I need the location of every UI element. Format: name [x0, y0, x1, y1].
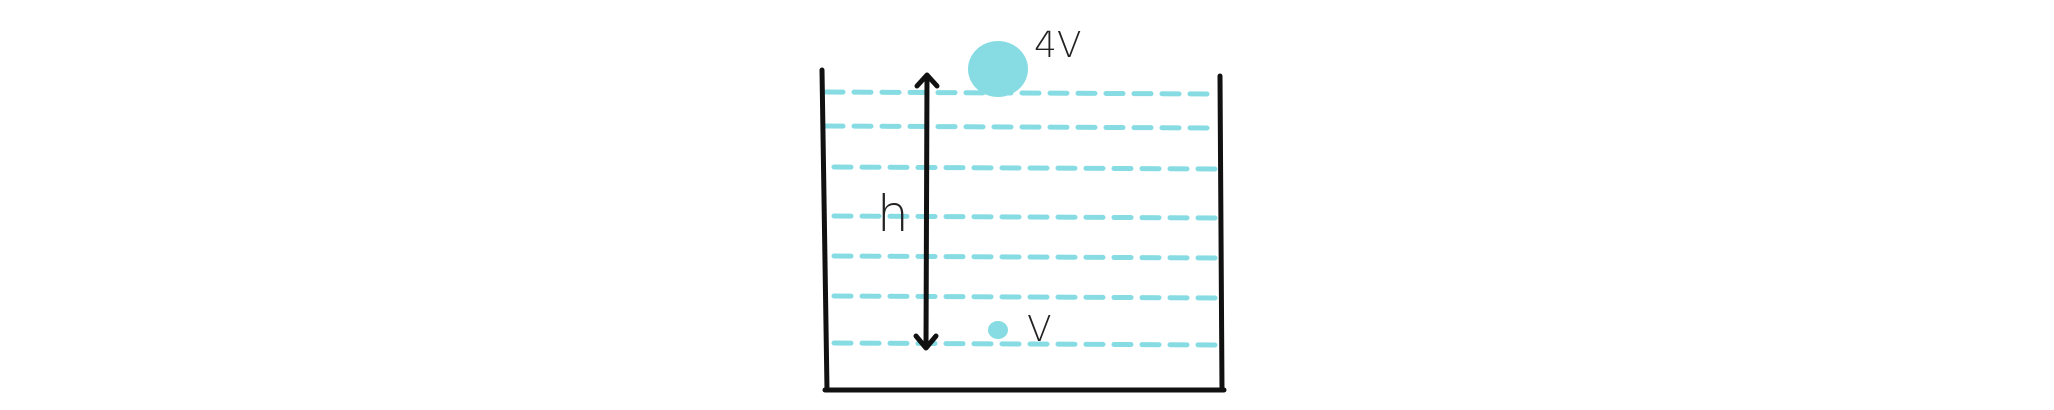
water-line-2	[823, 123, 1215, 131]
water-line-bottom	[831, 340, 1221, 348]
container	[819, 67, 1227, 393]
bottom-bubble-volume-label: V	[1027, 309, 1052, 350]
water-lines	[823, 89, 1221, 348]
height-arrow-shaft	[923, 73, 930, 350]
height-arrow-bottom-head	[913, 333, 939, 351]
water-line-5	[831, 253, 1221, 261]
height-arrow-top-head	[914, 72, 940, 89]
container-right-wall	[1217, 73, 1225, 393]
water-line-6	[831, 293, 1221, 301]
top-bubble	[968, 41, 1028, 97]
bottom-bubble	[988, 321, 1008, 339]
height-arrow	[913, 72, 940, 351]
water-line-3	[831, 164, 1221, 172]
water-surface-line	[823, 89, 1215, 97]
height-label: h	[877, 185, 909, 243]
top-bubble-volume-label: 4V	[1034, 25, 1082, 66]
container-left-wall	[819, 67, 830, 393]
water-line-4	[831, 213, 1221, 221]
